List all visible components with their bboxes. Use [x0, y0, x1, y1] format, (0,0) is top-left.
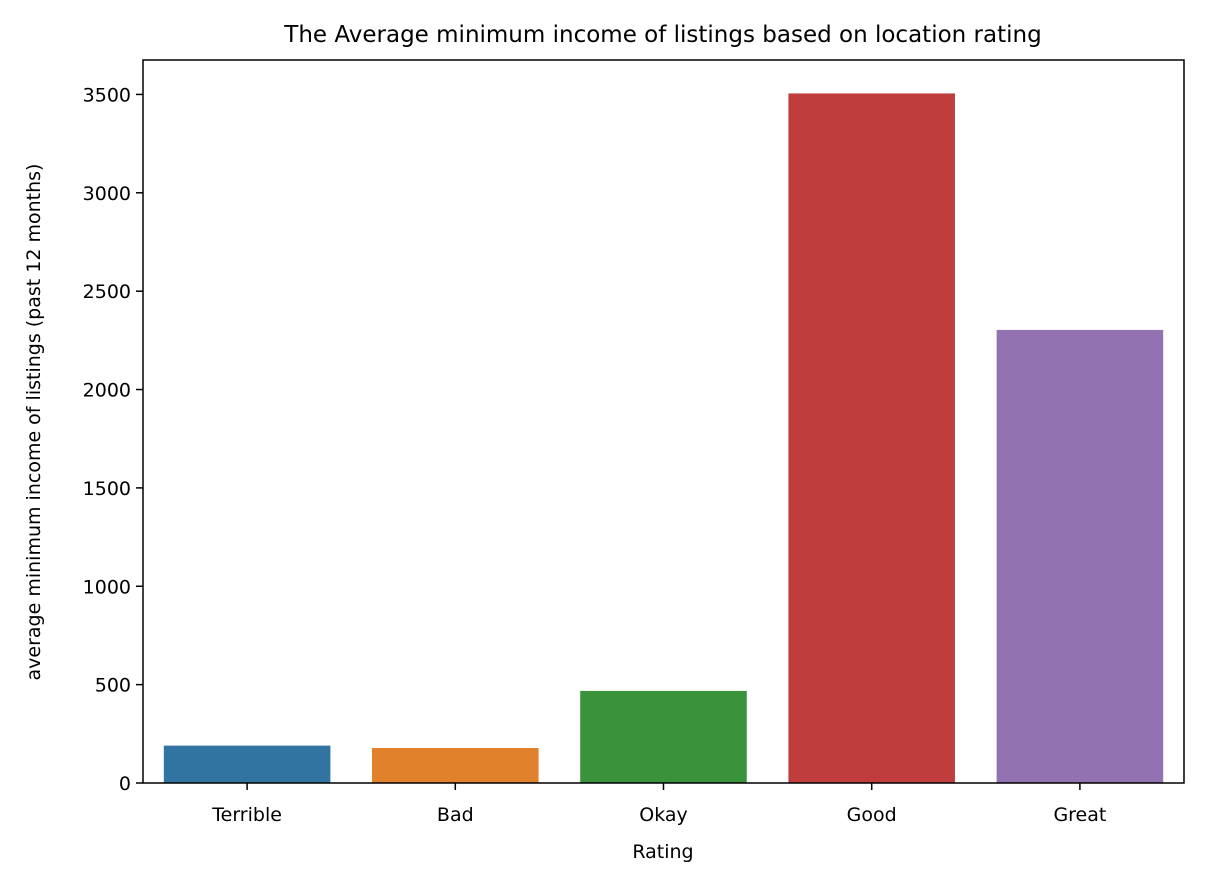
y-tick-label: 3500: [83, 84, 131, 106]
chart-title: The Average minimum income of listings b…: [283, 22, 1041, 48]
x-tick-label: Good: [847, 804, 897, 826]
y-tick-label: 2500: [83, 281, 131, 303]
x-tick-label: Bad: [437, 804, 474, 826]
bar-bad: [372, 747, 539, 783]
y-axis-ticks: 0 500 1000 1500 2000 2500 3000 3500: [83, 84, 143, 795]
y-axis-label: average minimum income of listings (past…: [23, 164, 45, 681]
y-tick-label: 3000: [83, 183, 131, 205]
bar-good: [788, 93, 955, 784]
y-tick-label: 2000: [83, 380, 131, 402]
bar-okay: [580, 690, 747, 783]
plot-area: 0 500 1000 1500 2000 2500 3000 3500 Terrible Bad…: [83, 59, 1185, 826]
y-tick-label: 1000: [83, 576, 131, 598]
x-axis-label: Rating: [632, 841, 693, 863]
bars-group: [163, 93, 1164, 784]
y-tick-label: 1500: [83, 478, 131, 500]
x-tick-label: Okay: [639, 804, 688, 826]
x-tick-label: Great: [1053, 804, 1106, 826]
bar-terrible: [163, 745, 331, 783]
bar-great: [996, 329, 1164, 783]
y-tick-label: 0: [119, 773, 131, 795]
y-tick-label: 500: [95, 675, 131, 697]
plot-frame: [142, 59, 1185, 784]
x-tick-label: Terrible: [211, 804, 282, 826]
x-axis-ticks: Terrible Bad Okay Good Great: [211, 783, 1106, 826]
